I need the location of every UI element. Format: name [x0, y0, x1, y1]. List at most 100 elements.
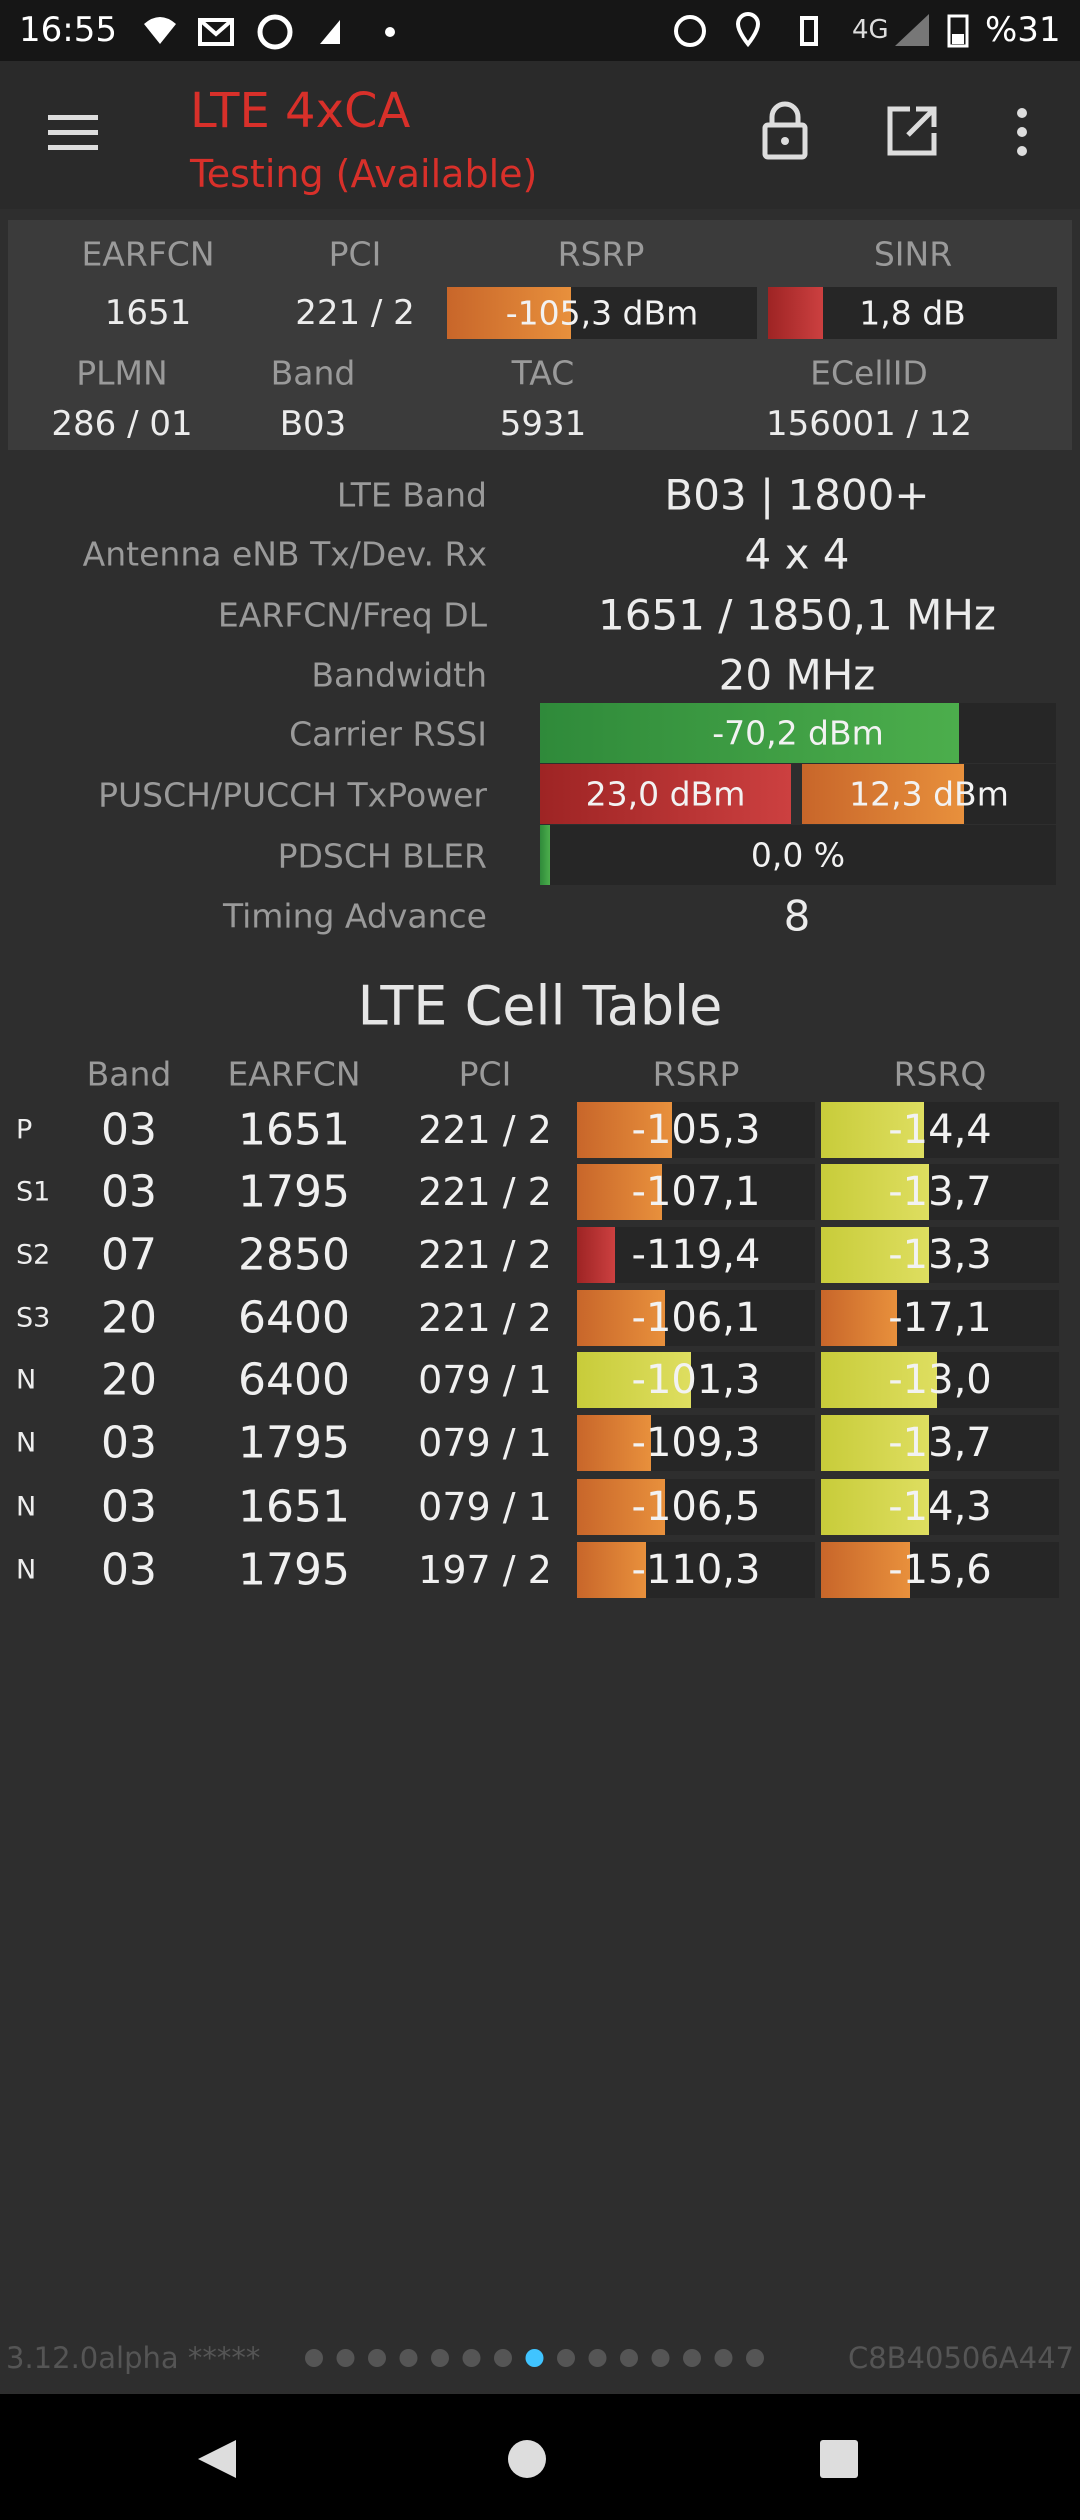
version: 3.12.0alpha *****: [6, 2341, 261, 2375]
page-dot[interactable]: [557, 2349, 575, 2367]
detail-value: 23,0 dBm: [585, 774, 746, 814]
value: 5931: [499, 404, 587, 444]
page-dot[interactable]: [714, 2349, 733, 2367]
page-dot[interactable]: [399, 2349, 418, 2367]
cell-bar: -107,1: [577, 1164, 815, 1220]
cell-value: -13,7: [888, 1169, 992, 1215]
cell-bar: -105,3: [577, 1102, 815, 1158]
column-header: RSRP: [652, 1054, 740, 1094]
cell-bar: -101,3: [577, 1352, 815, 1408]
open-external-button[interactable]: [886, 105, 938, 157]
cell-bar: -110,3: [577, 1542, 815, 1598]
bar-fill: [821, 1352, 937, 1408]
detail-label: PDSCH BLER: [277, 836, 487, 876]
cell-value: 03: [101, 1104, 157, 1156]
bar-fill: [540, 703, 959, 763]
bar-fill: [577, 1102, 672, 1158]
bar-fill: [821, 1290, 897, 1346]
cell-value: -101,3: [631, 1357, 761, 1403]
header: RSRP: [557, 234, 645, 274]
menu-button[interactable]: [48, 113, 98, 153]
cell-value: 20: [101, 1292, 157, 1344]
column-header: PCI: [458, 1054, 512, 1094]
overflow-menu-button[interactable]: [1014, 107, 1030, 157]
page-dot[interactable]: [651, 2349, 670, 2367]
value: 221 / 2: [295, 293, 415, 333]
bar-fill: [577, 1542, 646, 1598]
detail-value: -70,2 dBm: [712, 713, 884, 753]
cell-bar: -13,3: [821, 1227, 1059, 1283]
detail-value: 20 MHz: [718, 650, 876, 700]
page-dot[interactable]: [431, 2349, 449, 2367]
page-dot[interactable]: [368, 2349, 386, 2367]
cell-value: 221 / 2: [418, 1108, 552, 1152]
page-dot[interactable]: [525, 2349, 544, 2367]
bar-fill: [577, 1227, 615, 1283]
cell-bar: -109,3: [577, 1415, 815, 1471]
cell-value: 03: [101, 1417, 157, 1469]
cell-bar: -119,4: [577, 1227, 815, 1283]
cell-value: 2850: [238, 1229, 350, 1281]
page-dot[interactable]: [336, 2349, 355, 2367]
bar-fill: [577, 1479, 665, 1535]
header: PCI: [328, 234, 382, 274]
column-header: RSRQ: [893, 1054, 987, 1094]
value: 156001 / 12: [765, 404, 973, 444]
detail-value: 8: [783, 891, 811, 941]
bar-fill: [577, 1415, 651, 1471]
header: TAC: [511, 353, 575, 393]
cell-value: 079 / 1: [418, 1358, 552, 1402]
clock: 16:55: [19, 10, 117, 50]
cell-value: 03: [101, 1481, 157, 1533]
bar-fill: [540, 764, 791, 824]
bar-fill: [821, 1415, 929, 1471]
page-dot[interactable]: [494, 2349, 512, 2367]
sinr-bar: 1,8 dB: [768, 287, 1057, 339]
bar-fill: [577, 1352, 691, 1408]
cell-value: -13,7: [888, 1420, 992, 1466]
nav-buttons: [198, 2440, 858, 2478]
battery-level: %31: [985, 10, 1061, 50]
cell-value: -106,5: [631, 1484, 761, 1530]
cell-value: 6400: [238, 1292, 350, 1344]
cell-value: 07: [101, 1229, 157, 1281]
page-dot[interactable]: [462, 2349, 481, 2367]
status-bar: 16:55 4G %31: [0, 0, 1080, 61]
cell-value: -15,6: [888, 1547, 992, 1593]
cell-value: -14,4: [888, 1107, 992, 1153]
header: Band: [270, 353, 356, 393]
lock-button[interactable]: [760, 101, 810, 161]
cell-value: 221 / 2: [418, 1233, 552, 1277]
value: 1651: [104, 293, 192, 333]
cell-value: 1795: [238, 1544, 350, 1596]
bar-fill: [577, 1290, 665, 1346]
value: B03: [279, 404, 347, 444]
page-dot[interactable]: [588, 2349, 607, 2367]
cell-value: -119,4: [631, 1232, 761, 1278]
page-dot[interactable]: [683, 2349, 701, 2367]
detail-value: 1651 / 1850,1 MHz: [598, 590, 996, 640]
detail-value: 4 x 4: [744, 529, 850, 579]
cell-value: 221 / 2: [418, 1170, 552, 1214]
page-dot[interactable]: [305, 2349, 323, 2367]
cell-value: -13,0: [888, 1357, 992, 1403]
value: -105,3 dBm: [505, 293, 699, 333]
page-dot[interactable]: [620, 2349, 638, 2367]
network-type: 4G: [852, 15, 889, 45]
table-title: LTE Cell Table: [357, 974, 723, 1038]
cell-value: 079 / 1: [418, 1421, 552, 1465]
bar-fill: [821, 1164, 929, 1220]
cell-value: 1651: [238, 1104, 350, 1156]
cell-bar: -14,3: [821, 1479, 1059, 1535]
cell-bar: -106,5: [577, 1479, 815, 1535]
bar-fill: [821, 1542, 910, 1598]
cell-bar: -13,7: [821, 1415, 1059, 1471]
detail-label: Antenna eNB Tx/Dev. Rx: [82, 534, 487, 574]
bar-fill: [821, 1479, 929, 1535]
detail-bar: 23,0 dBm: [540, 764, 791, 824]
rsrp-bar: -105,3 dBm: [447, 287, 757, 339]
page-dot[interactable]: [746, 2349, 764, 2367]
cell-bar: -15,6: [821, 1542, 1059, 1598]
